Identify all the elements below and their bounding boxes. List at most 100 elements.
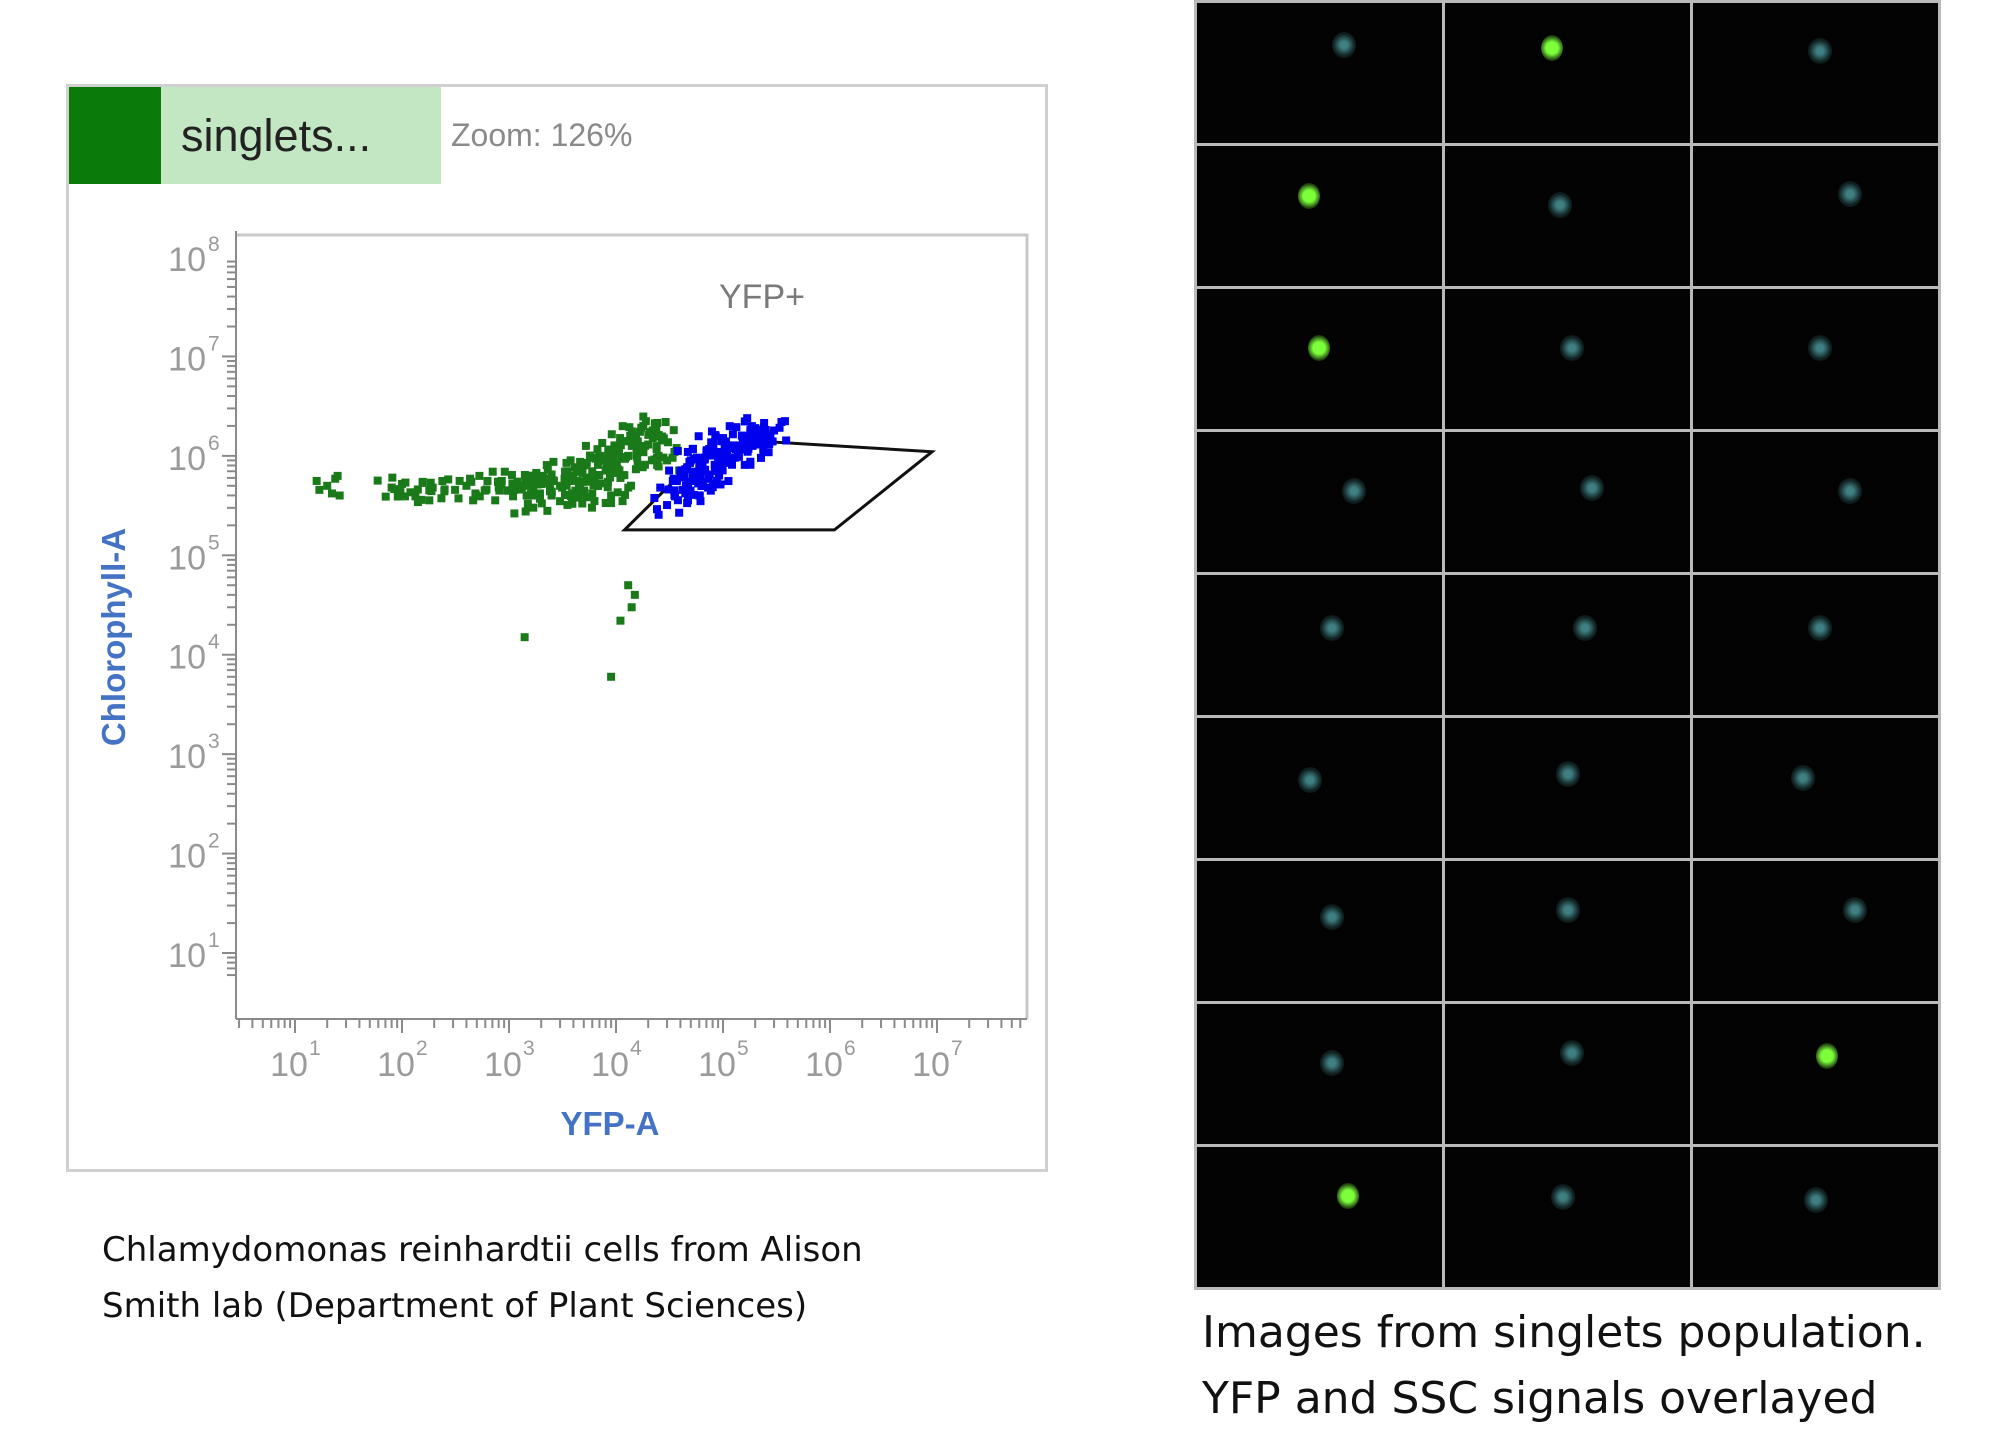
cell-image-tile[interactable] — [1197, 718, 1442, 858]
data-point-cluster — [782, 436, 791, 445]
data-point — [556, 497, 565, 506]
data-point-cluster — [670, 491, 679, 500]
data-point-cluster — [613, 488, 622, 497]
image-grid-caption: Images from singlets population. YFP and… — [1202, 1300, 1992, 1432]
data-point-cluster — [616, 441, 625, 450]
data-point-cluster — [680, 473, 689, 482]
data-point-cluster — [654, 510, 663, 519]
data-point-cluster — [650, 493, 659, 502]
data-point-cluster — [768, 437, 777, 446]
cell-image-tile[interactable] — [1197, 3, 1442, 143]
data-point-cluster — [635, 427, 644, 436]
cell-image-tile[interactable] — [1693, 1004, 1938, 1144]
data-point-cluster — [777, 417, 786, 426]
cell-image-tile[interactable] — [1693, 146, 1938, 286]
data-point-cluster — [427, 487, 436, 496]
data-point-cluster — [683, 447, 692, 456]
data-point-cluster — [627, 427, 636, 436]
cell-image-tile[interactable] — [1445, 432, 1690, 572]
data-point-cluster — [612, 447, 621, 456]
data-point-cluster — [537, 499, 546, 508]
cell-image-tile[interactable] — [1445, 289, 1690, 429]
cell-image-tile[interactable] — [1445, 1004, 1690, 1144]
data-point-cluster — [491, 496, 500, 505]
y-tick-exponent: 2 — [208, 830, 220, 853]
cell-image-tile[interactable] — [1693, 575, 1938, 715]
data-point-cluster — [723, 447, 732, 456]
data-point-cluster — [664, 485, 673, 494]
data-point-cluster — [543, 465, 552, 474]
x-tick-exponent: 5 — [737, 1037, 749, 1060]
data-point-cluster — [677, 468, 686, 477]
cell-image-tile[interactable] — [1445, 3, 1690, 143]
cell-image-tile[interactable] — [1445, 861, 1690, 1001]
data-point-cluster — [761, 432, 770, 441]
cell-image-tile[interactable] — [1445, 1147, 1690, 1287]
data-point-cluster — [475, 471, 484, 480]
cell-image-tile[interactable] — [1693, 3, 1938, 143]
dim-cell — [1572, 615, 1597, 642]
data-point-cluster — [467, 477, 476, 486]
cell-image-tile[interactable] — [1197, 289, 1442, 429]
dim-cell — [1332, 32, 1356, 58]
data-point — [663, 501, 672, 510]
data-point-cluster — [668, 453, 677, 462]
data-point-cluster — [593, 445, 602, 454]
data-point-cluster — [717, 437, 726, 446]
data-point — [607, 491, 616, 500]
data-point-cluster — [692, 467, 701, 476]
data-point-cluster — [743, 414, 752, 423]
cell-image-tile[interactable] — [1693, 289, 1938, 429]
data-point-cluster — [576, 484, 585, 493]
cell-image-tile[interactable] — [1197, 1147, 1442, 1287]
cell-image-tile[interactable] — [1445, 575, 1690, 715]
data-point-cluster — [509, 492, 518, 501]
cell-image-tile[interactable] — [1693, 1147, 1938, 1287]
cell-image-tile[interactable] — [1693, 718, 1938, 858]
cell-image-tile[interactable] — [1445, 146, 1690, 286]
cell-image-tile[interactable] — [1445, 718, 1690, 858]
data-point-cluster — [437, 494, 446, 503]
data-point-cluster — [626, 481, 635, 490]
cell-image-tile[interactable] — [1197, 861, 1442, 1001]
data-point-cluster — [578, 499, 587, 508]
y-tick-label: 10 — [168, 340, 206, 378]
cell-image-tile[interactable] — [1197, 575, 1442, 715]
data-point-cluster — [759, 446, 768, 455]
data-point-cluster — [510, 509, 519, 518]
cell-image-tile[interactable] — [1693, 861, 1938, 1001]
data-point — [323, 481, 332, 490]
dim-cell — [1297, 766, 1322, 793]
population-color-swatch[interactable] — [69, 87, 161, 184]
dim-cell — [1808, 615, 1833, 642]
cell-image-tile[interactable] — [1197, 146, 1442, 286]
cell-image-tile[interactable] — [1693, 432, 1938, 572]
data-point-cluster — [566, 456, 575, 465]
data-point-cluster — [533, 480, 542, 489]
data-point-cluster — [641, 441, 650, 450]
data-point-cluster — [381, 492, 390, 501]
data-point-cluster — [488, 467, 497, 476]
data-point-cluster — [413, 498, 422, 507]
data-point-cluster — [681, 488, 690, 497]
data-point-cluster — [601, 499, 610, 508]
data-point-cluster — [696, 497, 705, 506]
data-point-cluster — [683, 477, 692, 486]
image-grid-caption-line-1: Images from singlets population. — [1202, 1307, 1926, 1358]
data-point-cluster — [689, 490, 698, 499]
cell-image-tile[interactable] — [1197, 432, 1442, 572]
data-point-cluster — [626, 431, 635, 440]
data-point — [620, 437, 629, 446]
y-tick-label: 10 — [168, 937, 206, 975]
population-tab[interactable]: singlets... — [161, 87, 441, 184]
data-point-cluster — [748, 441, 757, 450]
cell-image-tile[interactable] — [1197, 1004, 1442, 1144]
data-point — [616, 616, 625, 625]
cytometry-plot-panel: singlets... Zoom: 126% 10 8 10 7 10 6 10 5 10 4 10… — [66, 84, 1048, 1172]
x-tick-exponent: 6 — [844, 1037, 856, 1060]
yfp-positive-cell — [1540, 34, 1563, 61]
data-point-cluster — [620, 471, 629, 480]
data-point-cluster — [519, 481, 528, 490]
data-point-cluster — [641, 417, 650, 426]
data-point-cluster — [475, 492, 484, 501]
